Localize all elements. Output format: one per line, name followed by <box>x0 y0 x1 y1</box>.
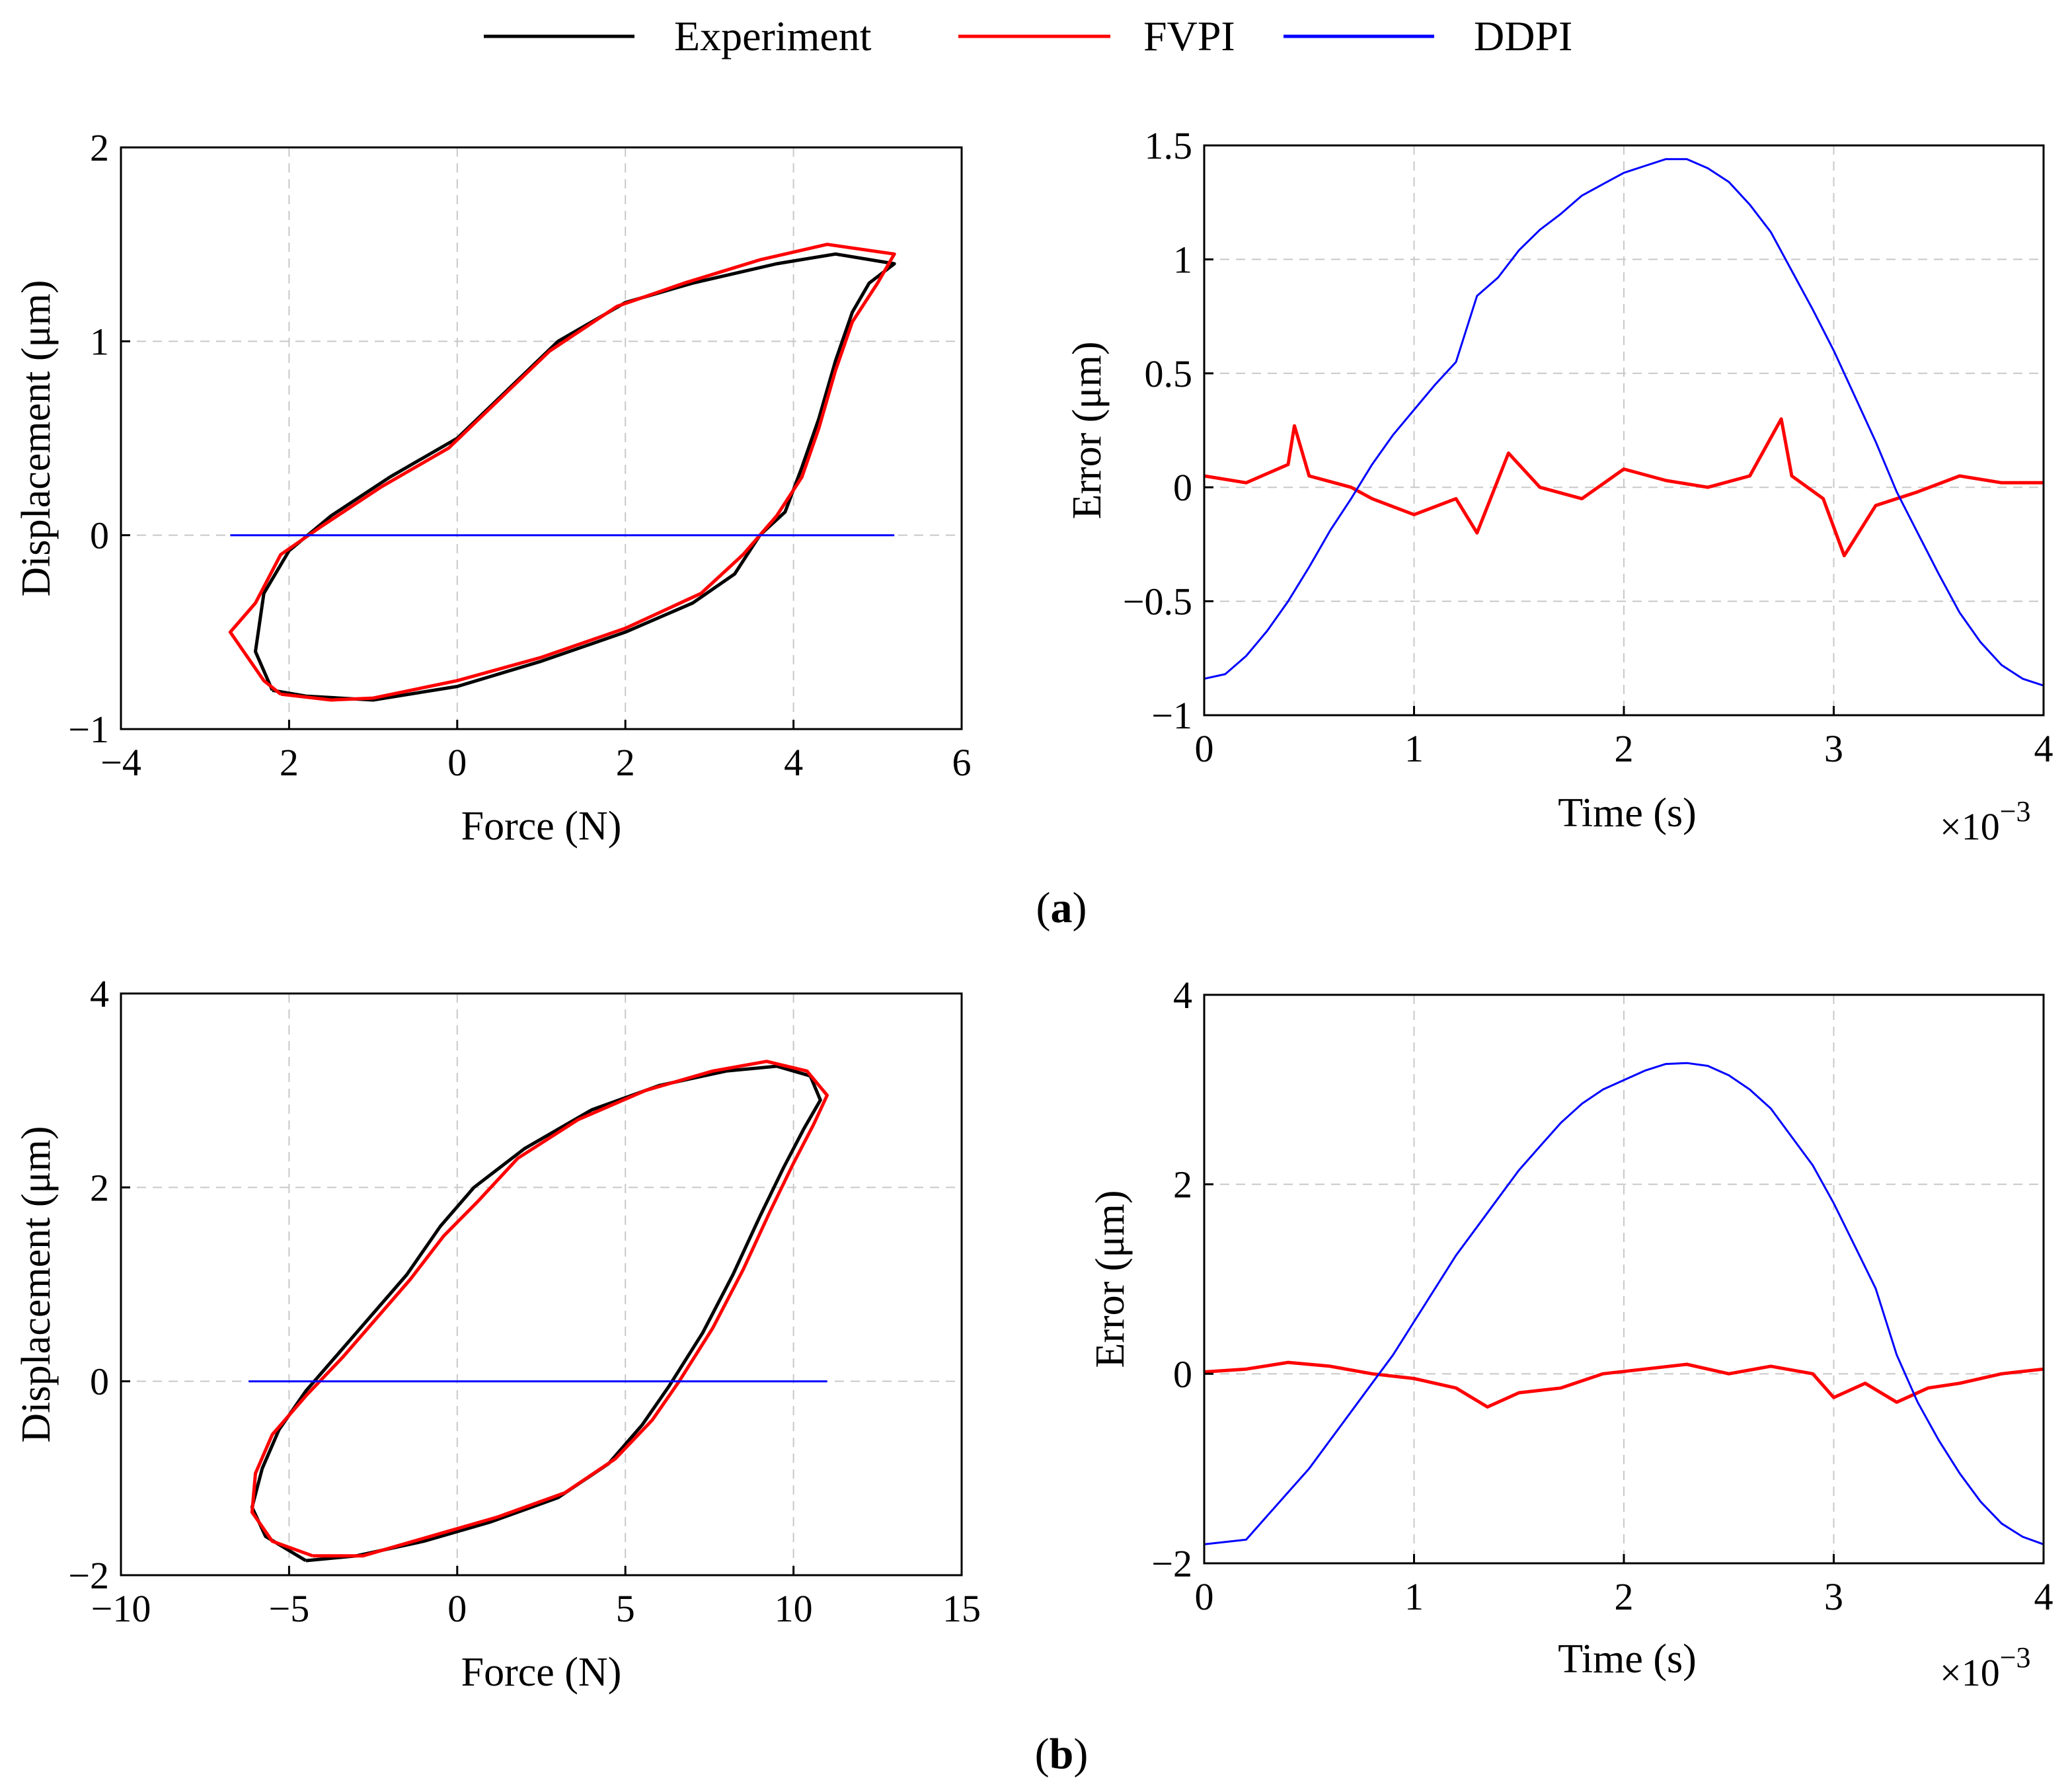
chart-b-left-ticks: −10 −5 0 5 10 15 −2 0 2 4 <box>68 972 981 1630</box>
chart-b-right-xtick-label: 3 <box>1824 1575 1843 1618</box>
chart-b-left-ytick-label: 0 <box>90 1360 109 1403</box>
panel-label-b: (b) <box>1035 1730 1089 1778</box>
chart-a-left-series-fvpi <box>228 243 896 702</box>
chart-b-left-xtick-label: 0 <box>447 1587 467 1630</box>
chart-b-right-xtick-label: 4 <box>2034 1575 2053 1618</box>
chart-a-right-xtick-label: 4 <box>2034 727 2053 770</box>
chart-a-right-xtick-label: 0 <box>1195 727 1214 770</box>
chart-b-right-xtick-label: 0 <box>1195 1575 1214 1618</box>
chart-b-left-xtick-label: 15 <box>942 1587 981 1630</box>
chart-b-left-grid <box>121 993 962 1575</box>
chart-a-right-series-ddpi <box>1204 158 2044 687</box>
chart-a-right-ytick-label: −0.5 <box>1123 580 1192 623</box>
chart-b-left-xtick-label: 10 <box>775 1587 813 1630</box>
chart-b-right-xtick-label: 1 <box>1404 1575 1424 1618</box>
chart-a-left-ytick-label: −1 <box>68 708 109 751</box>
chart-b-right-ytick-label: 2 <box>1173 1163 1192 1206</box>
chart-b-left-series <box>249 1060 829 1563</box>
chart-a-right-grid <box>1204 145 2044 715</box>
chart-a-left: −4 2 0 2 4 6 −1 0 1 2 Force (N) Displacement (μm) <box>14 126 972 849</box>
chart-b-left-ytick-label: −2 <box>68 1554 109 1597</box>
legend-label-experiment: Experiment <box>674 13 872 59</box>
legend: Experiment FVPI DDPI <box>484 13 1572 59</box>
chart-a-right-multiplier-exp: −3 <box>2000 795 2031 828</box>
chart-a-left-xtick-label: 0 <box>447 741 467 784</box>
panel-label-b-open: ( <box>1035 1730 1050 1778</box>
panel-label-a: (a) <box>1036 884 1087 932</box>
chart-a-right-ytick-label: 1.5 <box>1145 124 1193 167</box>
chart-b-left: −10 −5 0 5 10 15 −2 0 2 4 Force (N) Displacement … <box>14 972 981 1695</box>
chart-a-left-xlabel: Force (N) <box>461 804 622 849</box>
chart-a-right-ytick-label: 1 <box>1173 238 1192 281</box>
chart-b-right-multiplier-exp: −3 <box>2000 1641 2031 1674</box>
chart-b-right-series-fvpi <box>1204 1360 2044 1409</box>
chart-b-right-series <box>1204 1062 2044 1545</box>
chart-b-right-ytick-label: −2 <box>1151 1542 1192 1585</box>
panel-label-b-close: ) <box>1073 1730 1088 1778</box>
legend-label-ddpi: DDPI <box>1474 13 1572 59</box>
chart-b-left-frame <box>120 992 963 1577</box>
chart-a-right-xtick-label: 3 <box>1824 727 1843 770</box>
chart-b-left-series-fvpi <box>250 1060 829 1558</box>
chart-a-left-xtick-label: 2 <box>616 741 635 784</box>
chart-b-left-xlabel: Force (N) <box>461 1650 622 1695</box>
chart-b-right-multiplier: ×10−3 <box>1940 1641 2031 1694</box>
chart-a-right-multiplier: ×10−3 <box>1940 795 2031 848</box>
chart-a-left-series-experiment <box>254 252 896 702</box>
panel-label-b-main: b <box>1050 1730 1074 1778</box>
chart-b-left-xtick-label: −10 <box>91 1587 151 1630</box>
chart-b-right-series-ddpi <box>1204 1062 2044 1545</box>
chart-b-left-series-experiment <box>250 1064 822 1563</box>
panel-label-a-main: a <box>1051 884 1073 932</box>
chart-a-right-series-fvpi <box>1204 417 2044 558</box>
chart-a-left-xtick-label: 6 <box>952 741 972 784</box>
chart-b-right-grid <box>1204 995 2044 1563</box>
chart-b-right-xlabel: Time (s) <box>1558 1637 1697 1682</box>
chart-a-right-xtick-label: 2 <box>1615 727 1634 770</box>
chart-b-left-ylabel: Displacement (μm) <box>14 1126 59 1442</box>
chart-a-right-ytick-label: 0 <box>1173 466 1192 509</box>
chart-a-right-series <box>1204 158 2044 687</box>
chart-a-left-frame <box>120 146 963 730</box>
chart-a-left-ytick-label: 1 <box>90 320 109 363</box>
chart-a-left-grid <box>121 147 962 729</box>
chart-b-left-xtick-label: −5 <box>269 1587 310 1630</box>
chart-a-left-ytick-label: 2 <box>90 126 109 169</box>
chart-a-right-ytick-label: −1 <box>1151 694 1192 737</box>
legend-label-fvpi: FVPI <box>1143 13 1235 59</box>
chart-a-left-ylabel: Displacement (μm) <box>14 280 59 596</box>
chart-a-right-ticks: 0 1 2 3 4 −1 −0.5 0 0.5 1 1.5 <box>1123 124 2053 770</box>
chart-a-left-series <box>228 243 896 702</box>
chart-a-right-ylabel: Error (μm) <box>1065 341 1110 519</box>
chart-a-right-multiplier-base: ×10 <box>1940 805 2000 848</box>
chart-b-left-xtick-label: 5 <box>616 1587 635 1630</box>
chart-a-right-ytick-label: 0.5 <box>1145 352 1193 395</box>
chart-b-right-ytick-label: 0 <box>1173 1352 1192 1395</box>
chart-a-left-ticks: −4 2 0 2 4 6 −1 0 1 2 <box>68 126 971 784</box>
chart-b-right-ytick-label: 4 <box>1173 974 1192 1017</box>
chart-a-right: 0 1 2 3 4−1−0.500.511.5 Time (s) Error (μm) … <box>1065 124 2053 848</box>
chart-b-right-ylabel: Error (μm) <box>1088 1190 1133 1368</box>
chart-a-right-xtick-label: 1 <box>1404 727 1424 770</box>
chart-a-left-xtick-label: 2 <box>280 741 299 784</box>
chart-a-left-ytick-label: 0 <box>90 514 109 557</box>
chart-b-right-xtick-label: 2 <box>1615 1575 1634 1618</box>
chart-b-left-ytick-label: 4 <box>90 972 109 1015</box>
chart-a-right-xlabel: Time (s) <box>1558 791 1697 836</box>
chart-a-left-xtick-label: −4 <box>100 741 141 784</box>
chart-a-left-xtick-label: 4 <box>784 741 803 784</box>
panel-label-a-close: ) <box>1073 884 1087 932</box>
panel-label-a-open: ( <box>1036 884 1051 932</box>
chart-b-right-multiplier-base: ×10 <box>1940 1651 2000 1694</box>
chart-b-left-ytick-label: 2 <box>90 1166 109 1209</box>
